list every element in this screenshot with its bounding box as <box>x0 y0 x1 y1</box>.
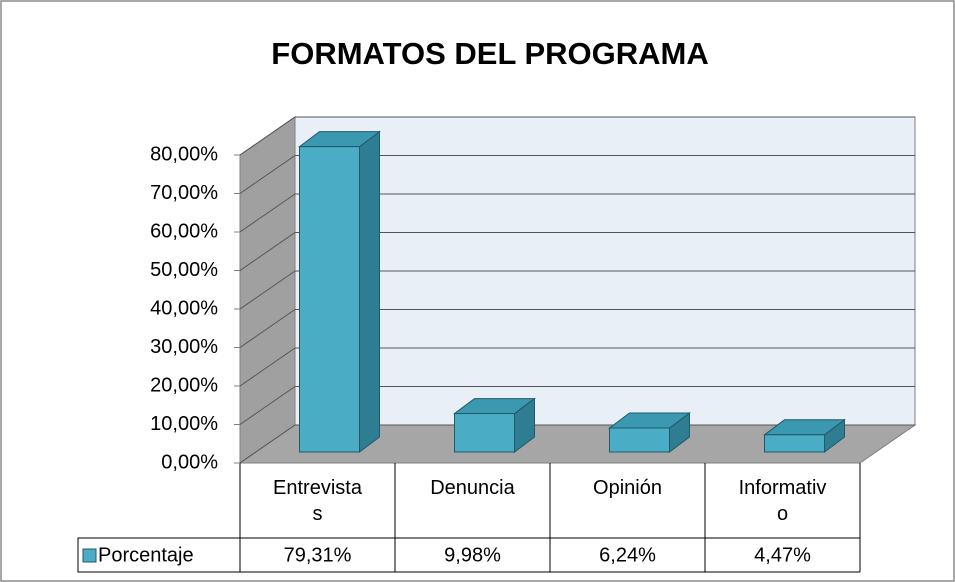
category-cell: Opinión <box>593 477 662 499</box>
chart-title: FORMATOS DEL PROGRAMA <box>271 36 708 71</box>
grid-line <box>239 386 296 425</box>
x-tick-label: Opinión <box>593 477 662 499</box>
category-cell: Informativo <box>738 477 827 525</box>
legend-label: Porcentaje <box>98 544 194 566</box>
grid-line <box>239 155 296 194</box>
grid-line <box>239 424 296 464</box>
y-tick-label: 80,00% <box>150 143 218 165</box>
bar <box>454 413 515 453</box>
grid-line <box>239 309 296 348</box>
bar-side <box>359 130 380 453</box>
grid-line <box>239 116 296 156</box>
x-tick-label: Informativo <box>738 477 827 525</box>
plot <box>239 116 915 464</box>
value-label: 6,24% <box>599 544 656 566</box>
grid-line <box>239 347 296 387</box>
data-table: Entrevistas 79,31% Denuncia 9,98% Opinión 6,2… <box>82 463 861 573</box>
x-tick-label: Entrevistas <box>273 477 362 525</box>
bar <box>299 146 360 453</box>
y-tick-label: 20,00% <box>150 374 218 396</box>
y-tick-label: 60,00% <box>150 220 218 242</box>
value-label: 4,47% <box>754 544 811 566</box>
category-cell: Denuncia <box>430 477 515 499</box>
value-label: 79,31% <box>284 544 352 566</box>
y-tick-label: 30,00% <box>150 336 218 358</box>
bar <box>764 434 825 453</box>
grid-line <box>239 232 296 271</box>
grid-line <box>239 193 296 233</box>
bar <box>609 427 670 453</box>
y-tick-label: 70,00% <box>150 182 218 204</box>
category-cell: Entrevistas <box>273 477 362 525</box>
y-tick-label: 40,00% <box>150 297 218 319</box>
legend-key <box>82 548 97 563</box>
y-tick-label: 10,00% <box>150 413 218 435</box>
y-tick-label: 50,00% <box>150 259 218 281</box>
x-tick-label: Denuncia <box>430 477 515 499</box>
y-tick-label: 0,00% <box>161 451 218 473</box>
value-label: 9,98% <box>444 544 501 566</box>
grid-line <box>239 270 296 310</box>
